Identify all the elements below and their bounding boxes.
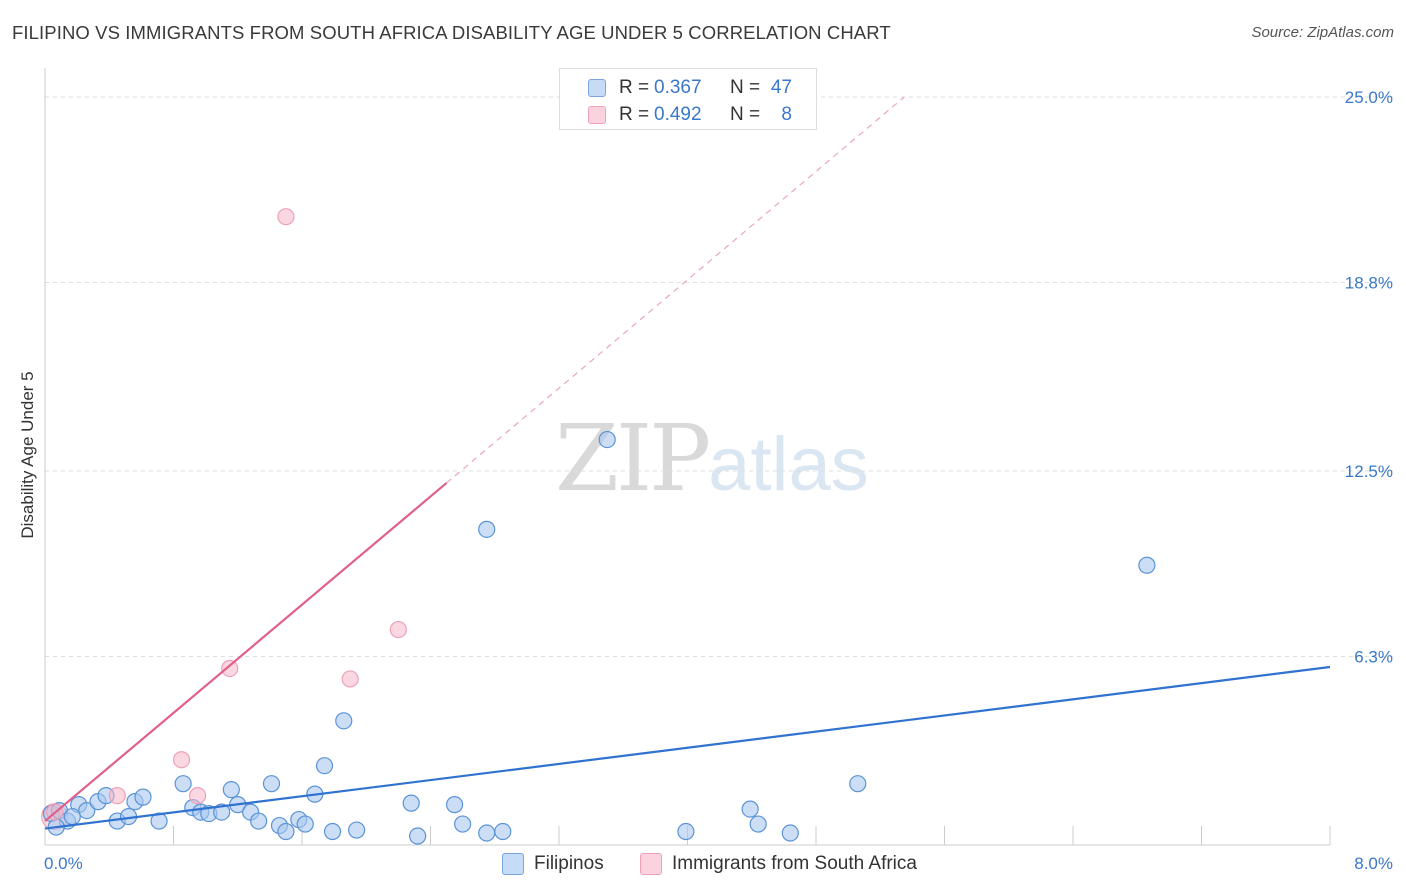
watermark-zip: ZIP: [555, 405, 711, 512]
n-label: N =: [730, 77, 761, 98]
n-value: 47: [770, 77, 792, 98]
data-point-filipinos: [250, 812, 268, 830]
legend-swatch-filipinos: [502, 853, 524, 875]
y-tick-label: 12.5%: [1345, 462, 1393, 481]
data-point-south-africa: [341, 670, 359, 688]
data-point-filipinos: [1138, 556, 1156, 574]
trendline-south-africa-extension: [446, 96, 905, 484]
data-point-filipinos: [323, 822, 342, 841]
legend-swatch-south-africa: [588, 106, 606, 124]
legend-row-filipinos: R = 0.367 N = 47: [560, 75, 816, 101]
n-label: N =: [730, 104, 761, 125]
n-value: 8: [781, 104, 792, 125]
data-point-filipinos: [402, 794, 420, 812]
data-point-south-africa: [221, 659, 239, 678]
data-point-filipinos: [150, 812, 168, 830]
data-point-filipinos: [296, 815, 314, 833]
data-point-south-africa: [172, 751, 191, 769]
correlation-legend: R = 0.367 N = 47 R = 0.492 N = 8: [559, 68, 817, 130]
legend-row-south-africa: R = 0.492 N = 8: [560, 102, 816, 128]
data-point-filipinos: [262, 775, 281, 793]
data-point-filipinos: [174, 775, 192, 793]
data-point-south-africa: [277, 208, 295, 226]
data-point-filipinos: [277, 822, 295, 841]
data-point-filipinos: [677, 822, 695, 841]
series-legend: Filipinos Immigrants from South Africa: [0, 852, 1406, 876]
trendline-south-africa: [44, 482, 448, 822]
data-point-filipinos: [478, 824, 496, 842]
data-point-filipinos: [781, 824, 799, 842]
data-point-filipinos: [335, 712, 353, 730]
data-point-filipinos: [598, 430, 616, 449]
r-label: R =: [619, 77, 650, 98]
x-tick-label: 8.0%: [1354, 854, 1393, 873]
data-point-filipinos: [454, 815, 472, 833]
data-point-south-africa: [188, 787, 207, 805]
data-point-filipinos: [78, 801, 96, 820]
data-point-filipinos: [315, 757, 334, 775]
r-label: R =: [619, 104, 650, 125]
data-point-filipinos: [213, 803, 231, 821]
x-tick-label: 0.0%: [44, 854, 83, 873]
trendline-filipinos: [44, 665, 1331, 830]
r-value: 0.367: [654, 77, 702, 98]
y-tick-label: 25.0%: [1345, 88, 1393, 107]
y-tick-label: 6.3%: [1354, 648, 1393, 667]
chart-title: FILIPINO VS IMMIGRANTS FROM SOUTH AFRICA…: [12, 22, 891, 43]
y-tick-label: 18.8%: [1345, 274, 1393, 293]
data-point-filipinos: [348, 821, 366, 839]
data-point-filipinos: [849, 775, 867, 793]
data-point-filipinos: [749, 815, 767, 833]
legend-swatch-filipinos: [588, 79, 606, 97]
data-point-filipinos: [494, 822, 512, 841]
legend-label-south-africa: Immigrants from South Africa: [672, 853, 917, 874]
data-point-filipinos: [741, 800, 759, 818]
data-point-filipinos: [409, 827, 427, 845]
data-point-filipinos: [63, 807, 81, 826]
data-point-filipinos: [222, 781, 240, 799]
data-point-filipinos: [445, 796, 464, 814]
watermark-atlas: atlas: [708, 422, 869, 507]
watermark: ZIPatlas: [555, 405, 869, 512]
legend-label-filipinos: Filipinos: [534, 853, 604, 874]
data-point-filipinos: [134, 788, 152, 806]
source-label: Source: ZipAtlas.com: [1251, 24, 1394, 41]
data-point-south-africa: [389, 620, 407, 639]
data-point-filipinos: [478, 520, 496, 538]
r-value: 0.492: [654, 104, 702, 125]
data-point-south-africa: [108, 787, 126, 805]
legend-swatch-south-africa: [640, 853, 662, 875]
